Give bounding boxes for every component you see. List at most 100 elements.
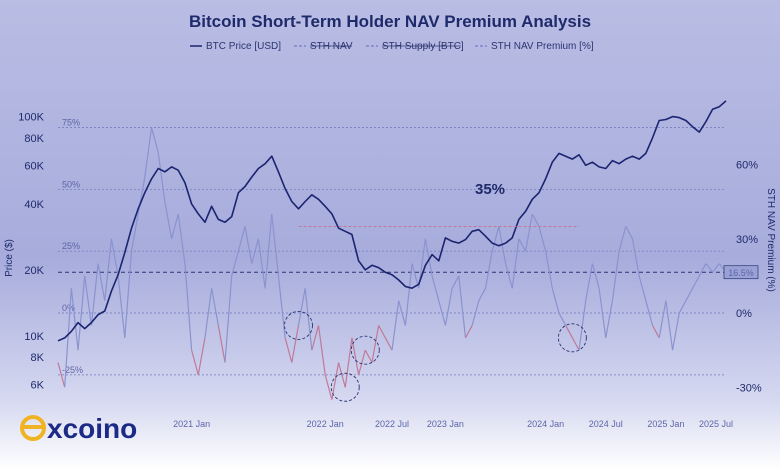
premium-segment-30 bbox=[251, 238, 259, 264]
left-axis-title: Price ($) bbox=[4, 239, 15, 277]
premium-segment-12 bbox=[130, 213, 139, 252]
premium-segment-87 bbox=[631, 238, 640, 277]
premium-segment-10 bbox=[117, 275, 126, 338]
premium-peak-annotation: 35% bbox=[475, 181, 505, 198]
premium-segment-8 bbox=[104, 238, 113, 301]
premium-segment-53 bbox=[404, 263, 413, 326]
premium-segment-51 bbox=[391, 300, 400, 351]
btc-price-line bbox=[57, 100, 727, 342]
premium-segment-95 bbox=[685, 288, 694, 301]
right-tick-3: 60% bbox=[736, 160, 758, 172]
premium-segment-99 bbox=[712, 263, 720, 273]
premium-segment-44 bbox=[344, 337, 353, 388]
premium-segment-72 bbox=[531, 213, 540, 227]
left-tick-60K: 60K bbox=[24, 160, 44, 172]
premium-segment-25 bbox=[217, 325, 226, 363]
axes-layer: 6K 8K 10K 20K 40K 60K 80K 100K -30% 0% 30% 60% 2021 … bbox=[18, 112, 762, 429]
excoino-logo: xcoino bbox=[20, 413, 137, 444]
premium-segment-17 bbox=[164, 201, 173, 239]
band-label-4: -25% bbox=[62, 365, 83, 375]
premium-segment-96 bbox=[692, 275, 700, 289]
premium-segment-92 bbox=[665, 300, 674, 351]
premium-segment-41 bbox=[324, 374, 333, 400]
premium-segment-89 bbox=[645, 300, 654, 326]
premium-segment-21 bbox=[191, 349, 199, 376]
premium-segment-7 bbox=[97, 263, 106, 301]
x-tick-1: 2022 Jan bbox=[307, 419, 344, 429]
premium-segment-57 bbox=[431, 275, 440, 301]
x-tick-5: 2024 Jul bbox=[589, 419, 623, 429]
premium-segment-23 bbox=[204, 288, 213, 338]
peak-highlight-circle-2 bbox=[350, 335, 380, 365]
premium-segment-37 bbox=[297, 288, 306, 326]
premium-segment-4 bbox=[77, 275, 86, 351]
premium-segment-5 bbox=[84, 275, 92, 326]
premium-segment-65 bbox=[484, 251, 493, 289]
premium-segment-3 bbox=[70, 288, 79, 351]
premium-segment-32 bbox=[264, 214, 273, 289]
left-tick-6K: 6K bbox=[31, 380, 45, 392]
premium-segment-98 bbox=[705, 263, 714, 273]
premium-segment-43 bbox=[337, 362, 346, 388]
premium-segment-94 bbox=[678, 300, 687, 314]
premium-segment-33 bbox=[271, 214, 280, 276]
premium-segment-73 bbox=[538, 226, 547, 252]
premium-segment-46 bbox=[358, 349, 366, 376]
left-tick-8K: 8K bbox=[31, 352, 45, 364]
premium-segment-80 bbox=[585, 263, 593, 301]
premium-segment-60 bbox=[451, 275, 460, 289]
right-axis-title: STH NAV Premium (%) bbox=[765, 188, 776, 292]
premium-segment-77 bbox=[565, 325, 573, 339]
premium-segment-69 bbox=[511, 238, 520, 289]
legend-entry-3: STH NAV Premium [%] bbox=[491, 41, 594, 52]
brand-name: xcoino bbox=[47, 413, 137, 444]
x-tick-4: 2024 Jan bbox=[527, 419, 564, 429]
premium-band-lines: 75% 50% 25% 0% -25% bbox=[58, 117, 726, 376]
left-tick-20K: 20K bbox=[24, 265, 44, 277]
current-premium-tag bbox=[723, 265, 759, 280]
chart-title: Bitcoin Short-Term Holder NAV Premium An… bbox=[189, 12, 591, 31]
premium-segment-16 bbox=[157, 152, 166, 202]
premium-segment-78 bbox=[571, 337, 580, 351]
right-tick-0: -30% bbox=[736, 382, 762, 394]
premium-segment-64 bbox=[478, 288, 487, 301]
x-tick-0: 2021 Jan bbox=[173, 419, 210, 429]
premium-segment-97 bbox=[698, 263, 707, 277]
premium-segment-81 bbox=[591, 263, 600, 289]
premium-segment-82 bbox=[598, 288, 607, 338]
premium-segment-29 bbox=[244, 226, 253, 264]
premium-segment-2 bbox=[64, 288, 72, 388]
premium-segment-49 bbox=[378, 325, 386, 339]
logo-e-bar-icon bbox=[22, 425, 44, 429]
x-tick-7: 2025 Jul bbox=[699, 419, 733, 429]
premium-segment-47 bbox=[364, 349, 373, 363]
premium-segment-19 bbox=[177, 213, 186, 264]
premium-segment-83 bbox=[605, 300, 614, 338]
right-tick-1: 0% bbox=[736, 308, 752, 320]
peak-highlight-circle-1 bbox=[330, 372, 360, 402]
premium-segment-68 bbox=[504, 263, 513, 289]
premium-segment-79 bbox=[578, 300, 587, 351]
premium-segment-61 bbox=[458, 275, 467, 338]
premium-segment-39 bbox=[311, 325, 320, 351]
legend-entry-2: STH Supply [BTC] bbox=[382, 41, 464, 52]
peak-highlight-circle-3 bbox=[557, 323, 587, 353]
series-layer bbox=[57, 100, 727, 400]
left-tick-10K: 10K bbox=[24, 331, 44, 343]
premium-segment-26 bbox=[224, 275, 233, 363]
premium-segment-59 bbox=[444, 288, 453, 326]
x-tick-3: 2023 Jan bbox=[427, 419, 464, 429]
premium-segment-50 bbox=[384, 337, 393, 351]
x-tick-6: 2025 Jan bbox=[647, 419, 684, 429]
premium-segment-24 bbox=[211, 288, 219, 326]
legend-entry-0: BTC Price [USD] bbox=[206, 41, 281, 52]
premium-segment-74 bbox=[545, 251, 553, 289]
current-premium-tag-label: 16.5% bbox=[728, 268, 754, 278]
premium-segment-35 bbox=[284, 337, 293, 363]
premium-segment-93 bbox=[671, 312, 680, 351]
band-label-2: 25% bbox=[62, 241, 80, 251]
premium-segment-9 bbox=[110, 238, 119, 277]
premium-segment-90 bbox=[651, 325, 660, 339]
